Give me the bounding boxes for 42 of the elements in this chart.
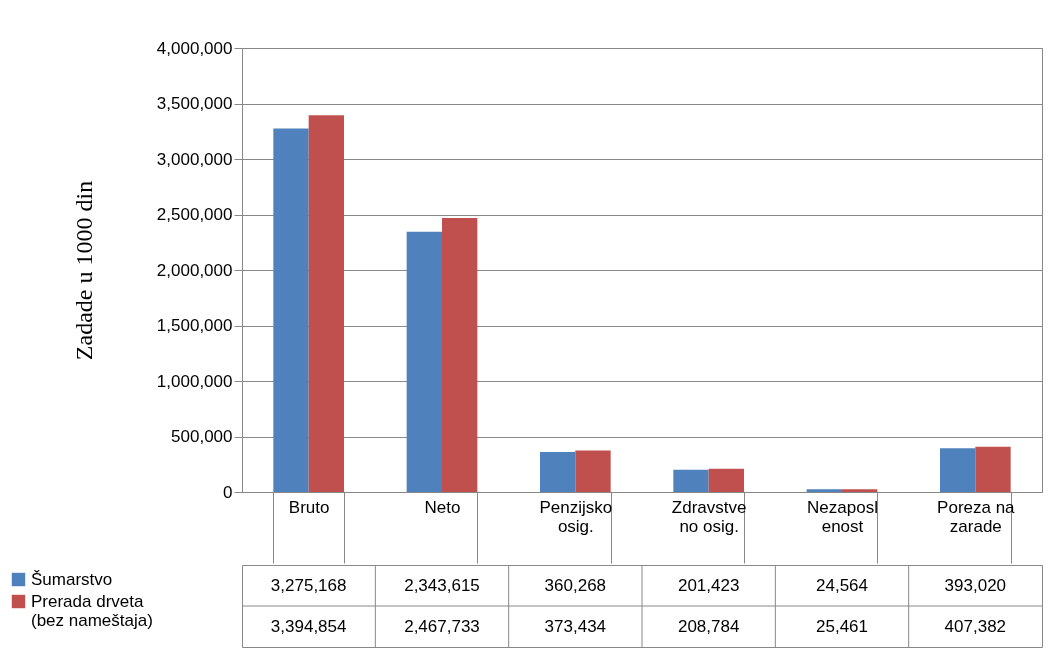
y-tick-label: 500,000 bbox=[171, 427, 233, 446]
data-label: 3,394,854 bbox=[270, 616, 347, 636]
bar bbox=[308, 115, 344, 492]
data-label: 201,423 bbox=[677, 575, 740, 595]
data-label: 407,382 bbox=[944, 616, 1007, 636]
x-tick-label: Penzijsko osig. bbox=[539, 497, 613, 536]
y-tick-label: 2,000,000 bbox=[156, 260, 233, 280]
x-tick-label: Bruto bbox=[288, 497, 330, 517]
bar bbox=[673, 469, 709, 492]
data-label: 3,275,168 bbox=[270, 575, 347, 595]
y-tick-label: 4,000,000 bbox=[156, 38, 233, 58]
bar bbox=[273, 128, 309, 492]
bar bbox=[575, 450, 611, 492]
y-tick-label: 2,500,000 bbox=[156, 205, 233, 224]
bar bbox=[806, 489, 842, 492]
x-tick-label: Nezaposl enost bbox=[807, 497, 878, 536]
legend-label: Šumarstvo bbox=[31, 569, 113, 589]
data-label: 393,020 bbox=[944, 575, 1007, 595]
bar bbox=[842, 489, 878, 492]
x-tick-label: Neto bbox=[424, 497, 461, 517]
legend-label: Prerada drveta (bez nameštaja) bbox=[31, 591, 153, 630]
y-tick-label: 1,000,000 bbox=[156, 371, 233, 391]
data-label: 2,343,615 bbox=[404, 575, 480, 595]
bar bbox=[940, 448, 976, 492]
y-tick-label: 3,500,000 bbox=[156, 94, 233, 113]
y-tick-label: 1,500,000 bbox=[156, 316, 233, 335]
data-label: 2,467,733 bbox=[404, 616, 480, 636]
data-label: 373,434 bbox=[544, 616, 607, 636]
x-tick-label: Zdravstve no osig. bbox=[671, 497, 747, 536]
y-axis-title: Zadade u 1000 din bbox=[70, 180, 97, 361]
x-tick-label: Poreza na zarade bbox=[937, 497, 1016, 536]
bar bbox=[540, 452, 576, 492]
y-tick-label: 0 bbox=[223, 482, 233, 502]
bar bbox=[442, 218, 478, 492]
data-label: 208,784 bbox=[677, 616, 740, 636]
data-label: 25,461 bbox=[816, 616, 868, 636]
data-label: 24,564 bbox=[816, 575, 868, 595]
bar bbox=[975, 446, 1011, 492]
bar bbox=[708, 468, 744, 492]
y-tick-label: 3,000,000 bbox=[156, 149, 233, 169]
bar bbox=[406, 231, 442, 492]
data-label: 360,268 bbox=[544, 575, 607, 595]
